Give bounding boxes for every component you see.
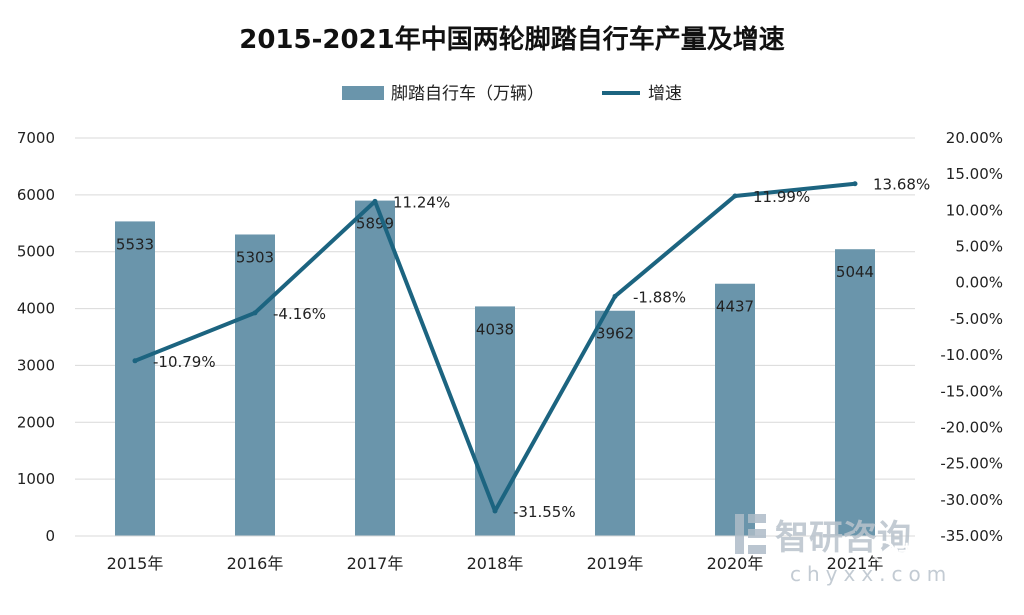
legend-bar-swatch [342, 86, 384, 100]
line-data-label: -4.16% [273, 305, 326, 323]
legend-line-label: 增速 [648, 84, 682, 104]
legend: 脚踏自行车（万辆） 增速 [342, 84, 682, 104]
y-right-tick-label: 5.00% [955, 238, 1003, 256]
bar-data-label: 5899 [356, 215, 394, 233]
y-left-tick-label: 3000 [17, 356, 55, 374]
y-right-tick-label: 20.00% [946, 129, 1003, 147]
bar [235, 234, 275, 536]
y-left-tick-label: 1000 [17, 470, 55, 488]
line-point [492, 508, 498, 514]
y-right-tick-label: 0.00% [955, 274, 1003, 292]
line-point [252, 310, 258, 316]
legend-bar-label: 脚踏自行车（万辆） [391, 84, 544, 104]
bar [355, 200, 395, 536]
y-right-tick-label: -25.00% [940, 455, 1003, 473]
bar [475, 306, 515, 536]
x-tick-label: 2016年 [227, 554, 284, 573]
y-right-tick-label: -35.00% [940, 527, 1003, 545]
watermark: 智研咨询 chyxx.com 老虎社区 @互联网那些事 [735, 514, 993, 604]
bar-data-label: 5044 [836, 263, 874, 281]
line-point [852, 181, 858, 187]
y-left-tick-label: 4000 [17, 300, 55, 318]
x-tick-label: 2020年 [707, 554, 764, 573]
y-left-tick-label: 5000 [17, 243, 55, 261]
y-right-tick-label: -15.00% [940, 382, 1003, 400]
bar-data-label: 3962 [596, 325, 634, 343]
line-series [132, 181, 858, 514]
line-data-label: -1.88% [633, 288, 686, 306]
x-tick-label: 2018年 [467, 554, 524, 573]
bar-data-label: 4437 [716, 298, 754, 316]
bar-data-label: 5303 [236, 248, 274, 266]
x-tick-label: 2015年 [107, 554, 164, 573]
tiger-logo-icon [872, 540, 896, 564]
line-point [612, 293, 618, 299]
bar-data-label: 4038 [476, 320, 514, 338]
y-left-tick-label: 0 [45, 527, 55, 545]
bar-series: 5533 5303 5899 4038 3962 4437 5044 [115, 200, 875, 536]
watermark-brand: 智研咨询 [775, 518, 911, 558]
watermark-handle: @互联网那些事 [888, 586, 993, 604]
line-data-label: -10.79% [153, 353, 216, 371]
y-right-tick-label: 15.00% [946, 165, 1003, 183]
x-tick-label: 2021年 [827, 554, 884, 573]
bar [115, 221, 155, 536]
line-point [732, 193, 738, 199]
line-data-label: 11.24% [393, 193, 450, 211]
y-left-tick-label: 2000 [17, 413, 55, 431]
y-right-tick-label: -30.00% [940, 491, 1003, 509]
bar [715, 283, 755, 536]
watermark-community: 老虎社区 [898, 541, 978, 565]
chyxx-logo-icon [735, 514, 766, 554]
y-right-tick-label: 10.00% [946, 201, 1003, 219]
y-left-tick-label: 7000 [17, 129, 55, 147]
y-axis-left: 0 1000 2000 3000 4000 5000 6000 7000 [17, 129, 55, 545]
line-data-label: 11.99% [753, 188, 810, 206]
bar [595, 310, 635, 536]
line-point [132, 358, 138, 364]
watermark-site: chyxx.com [790, 562, 952, 586]
x-axis: 2015年 2016年 2017年 2018年 2019年 2020年 2021年 [75, 535, 915, 573]
y-axis-right: -35.00% -30.00% -25.00% -20.00% -15.00% -10.0… [940, 129, 1003, 545]
y-right-tick-label: -5.00% [950, 310, 1003, 328]
line-data-labels: -10.79% -4.16% 11.24% -31.55% -1.88% 11.99% 13… [153, 176, 930, 521]
chart-title: 2015-2021年中国两轮脚踏自行车产量及增速 [239, 24, 785, 55]
y-left-tick-label: 6000 [17, 186, 55, 204]
line-data-label: 13.68% [873, 176, 930, 194]
bar [835, 249, 875, 536]
y-right-tick-label: -20.00% [940, 418, 1003, 436]
y-right-tick-label: -10.00% [940, 346, 1003, 364]
x-tick-label: 2019年 [587, 554, 644, 573]
line-data-label: -31.55% [513, 503, 576, 521]
bar-data-label: 5533 [116, 235, 154, 253]
x-tick-label: 2017年 [347, 554, 404, 573]
line-point [372, 198, 378, 204]
